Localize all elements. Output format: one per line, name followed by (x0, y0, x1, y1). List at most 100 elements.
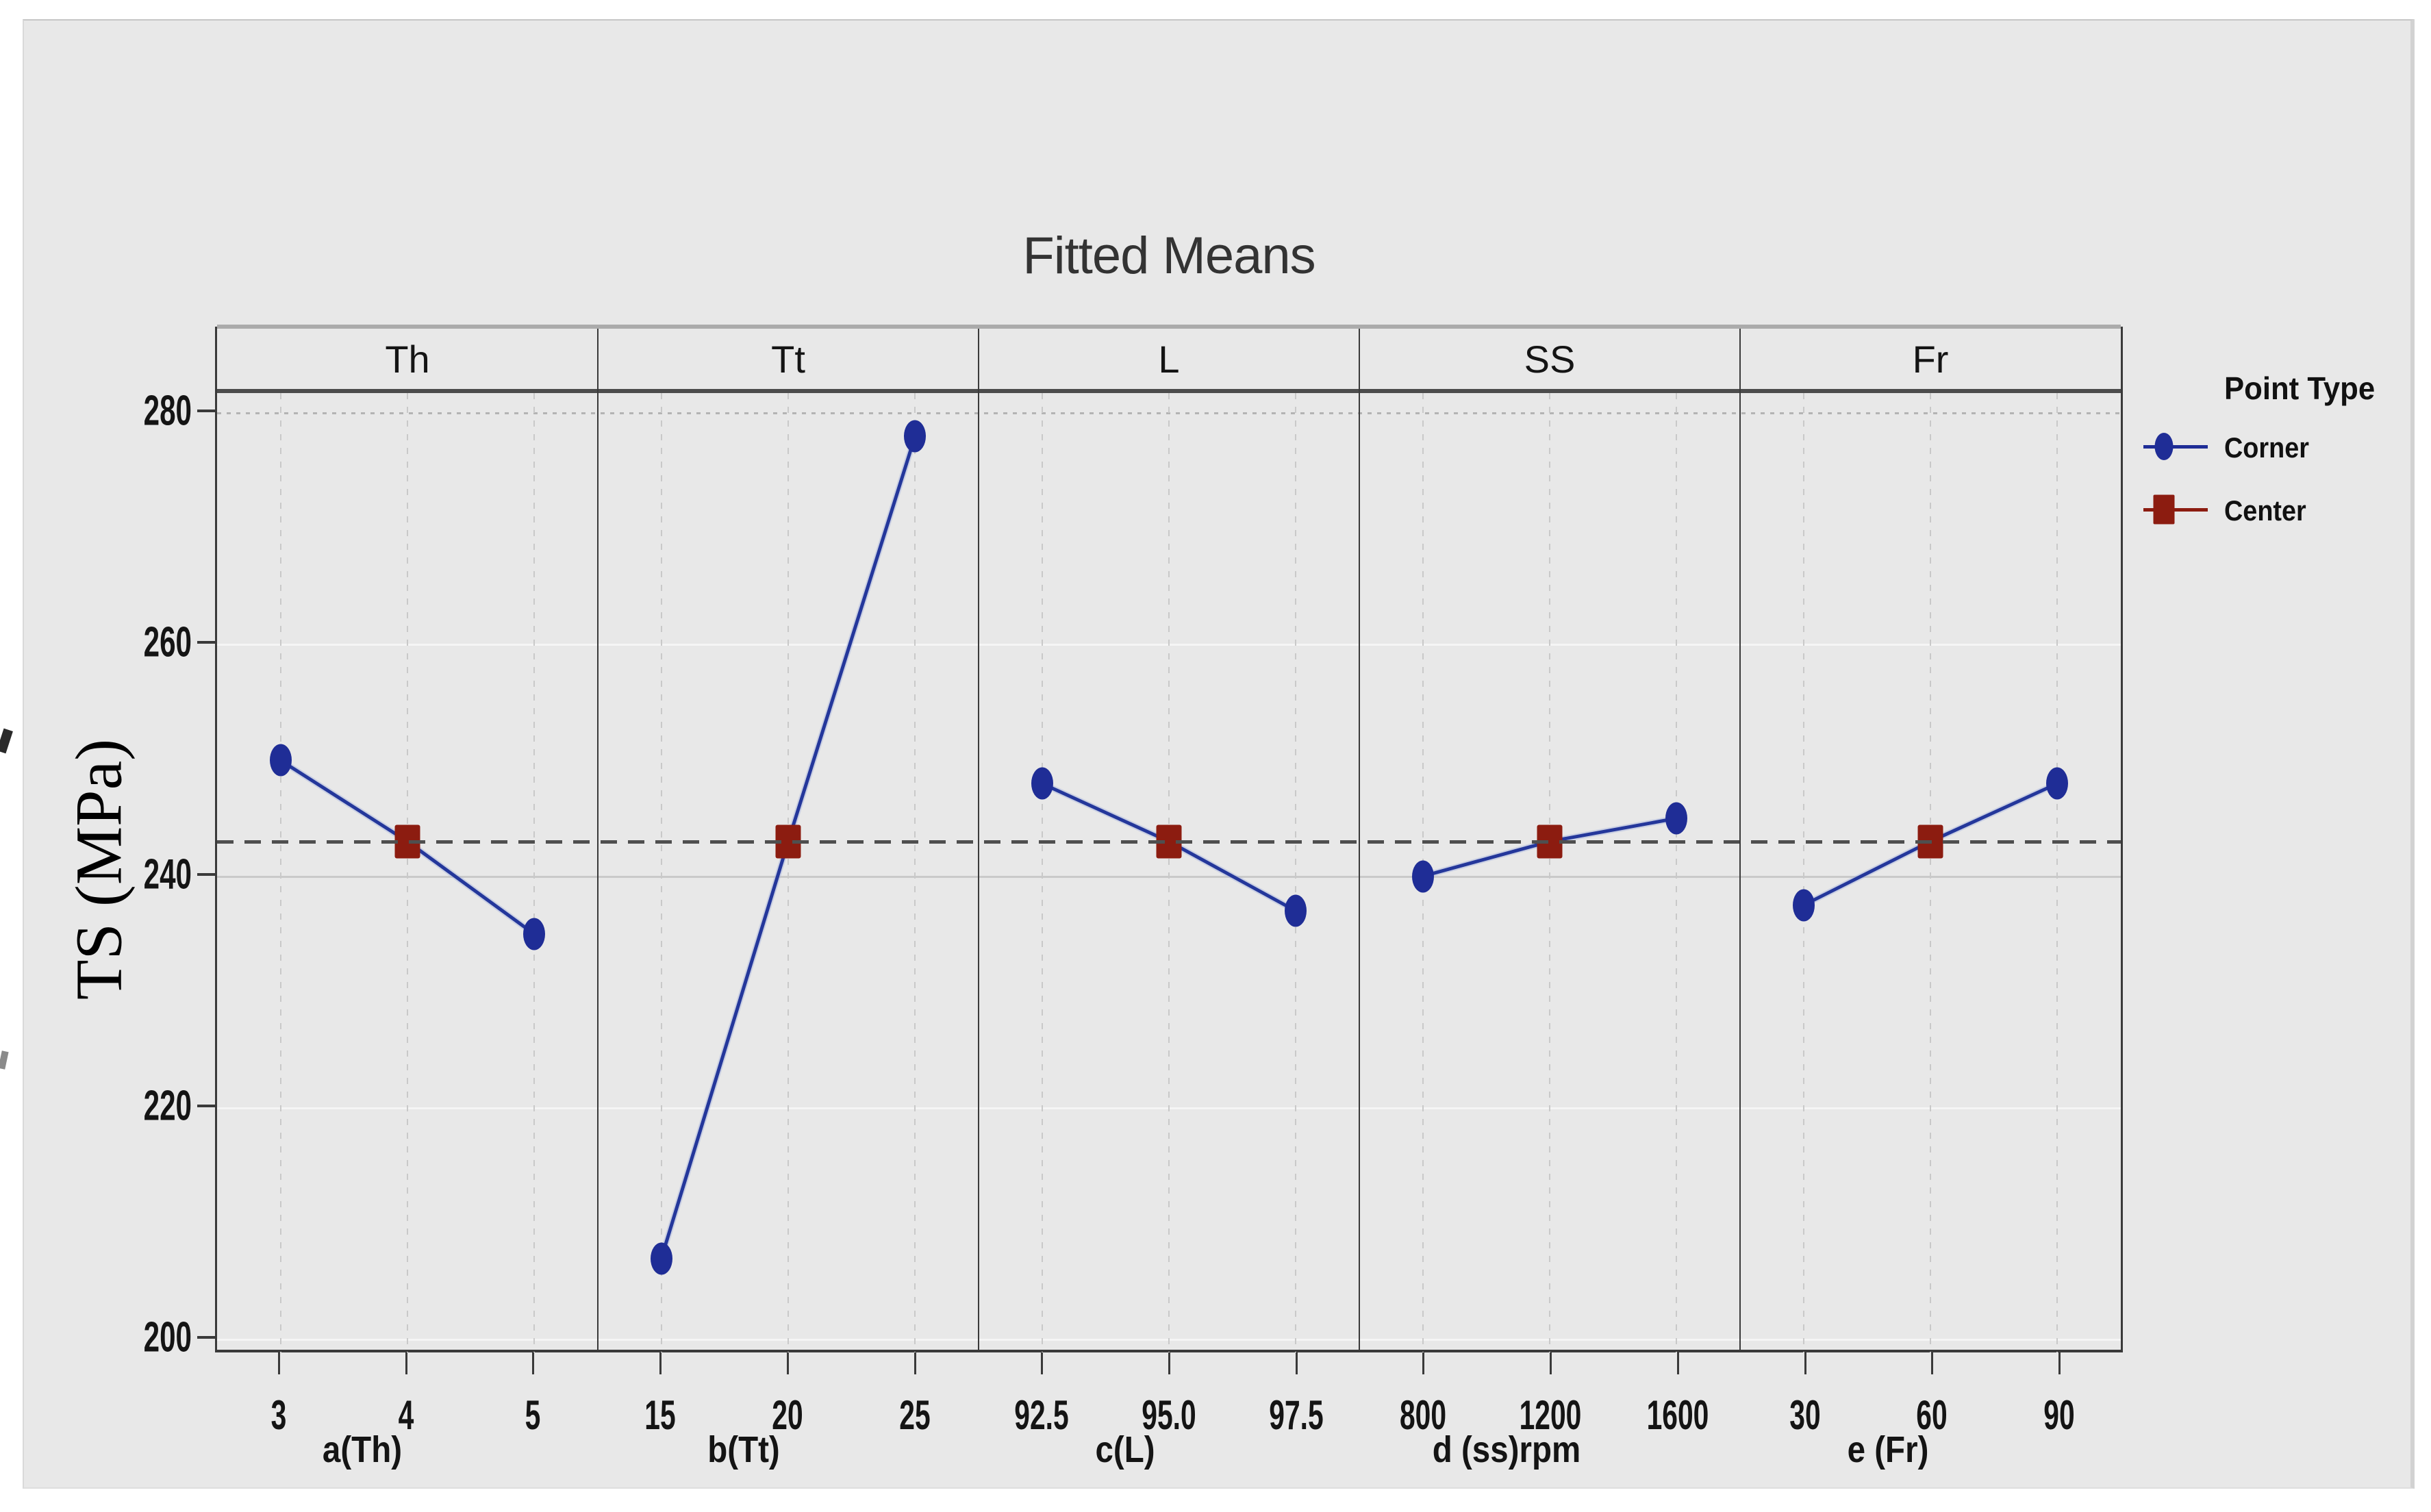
panel-divider (597, 329, 599, 1350)
x-tick-mark (1550, 1352, 1552, 1374)
gridline-x (1041, 393, 1043, 1352)
legend-item-corner: Corner (2137, 426, 2410, 467)
x-tick-mark (2058, 1352, 2061, 1374)
gridline-x (914, 393, 916, 1352)
y-tick-mark (197, 1336, 215, 1339)
series-line-tt (598, 393, 979, 1352)
x-tick-label: 800 (1400, 1392, 1447, 1438)
corner-point-marker (650, 1242, 672, 1275)
x-tick-label: 1200 (1519, 1392, 1582, 1438)
x-tick-label: 1600 (1646, 1392, 1709, 1438)
reference-line (217, 840, 2121, 844)
x-axis-factor-label: e (Fr) (1847, 1429, 1929, 1470)
gridline-x (1295, 393, 1297, 1352)
gridline-x (1930, 393, 1931, 1352)
x-tick-label: 3 (270, 1392, 287, 1438)
legend-title: Point Type (2224, 370, 2376, 406)
gridline-x (407, 393, 408, 1352)
panel-divider (978, 329, 979, 1350)
x-tick-mark (914, 1352, 916, 1374)
corner-point-marker (1411, 860, 1434, 893)
corner-point-marker (1285, 894, 1307, 927)
x-tick-mark (1804, 1352, 1806, 1374)
corner-point-marker (523, 918, 546, 950)
plot-region (217, 393, 2121, 1352)
gridline-x (660, 393, 662, 1352)
gridline-x (788, 393, 789, 1352)
panel-header-tt: Tt (771, 337, 805, 381)
gridline-x (1549, 393, 1550, 1352)
x-tick-mark (1422, 1352, 1425, 1374)
y-tick-mark (197, 872, 215, 876)
x-tick-label: 4 (398, 1392, 414, 1438)
figure-canvas (0, 19, 2415, 1489)
x-tick-mark (1931, 1352, 1934, 1374)
x-tick-label: 30 (1789, 1392, 1821, 1438)
scan-artifact (0, 728, 13, 754)
y-tick-label: 200 (143, 1313, 192, 1361)
scan-artifact (0, 1050, 9, 1070)
x-tick-label: 5 (525, 1392, 541, 1438)
corner-point-marker (1031, 767, 1053, 800)
y-tick-label: 240 (143, 850, 192, 898)
corner-line-swatch (2143, 445, 2208, 449)
panel-header-row: Th Tt L SS Fr (217, 329, 2121, 393)
corner-point-marker (904, 420, 927, 453)
x-tick-mark (786, 1352, 789, 1374)
corner-point-marker (269, 744, 292, 777)
gridline-x (1168, 393, 1170, 1352)
gridline-x (279, 393, 281, 1352)
x-tick-mark (659, 1352, 662, 1374)
x-tick-mark (1041, 1352, 1044, 1374)
y-tick-label: 280 (143, 387, 192, 435)
x-tick-label: 60 (1916, 1392, 1948, 1438)
gridline-x (1676, 393, 1678, 1352)
legend-item-center: Center (2137, 489, 2410, 530)
x-axis-factor-label: a(Th) (322, 1429, 402, 1470)
x-tick-label: 95.0 (1142, 1392, 1196, 1438)
series-line-th (217, 393, 598, 1352)
gridline-x (533, 393, 536, 1352)
gridline-x (1802, 393, 1804, 1352)
x-tick-label: 20 (772, 1392, 803, 1438)
corner-point-marker (2046, 767, 2069, 800)
y-tick-label: 260 (143, 618, 192, 666)
corner-point-marker (1665, 802, 1688, 835)
x-tick-mark (1676, 1352, 1679, 1374)
series-line-fr (1740, 393, 2121, 1352)
x-axis-factor-label: b(Tt) (707, 1429, 780, 1470)
panel-header-fr: Fr (1912, 337, 1949, 381)
x-tick-label: 92.5 (1014, 1392, 1069, 1438)
x-tick-mark (1295, 1352, 1298, 1374)
legend-item-label: Center (2224, 494, 2306, 527)
panel-header-th: Th (385, 337, 430, 381)
x-tick-label: 15 (644, 1392, 676, 1438)
y-tick-mark (197, 1104, 215, 1107)
x-tick-mark (277, 1352, 280, 1374)
legend-item-label: Corner (2224, 431, 2309, 464)
panel-header-l: L (1158, 337, 1180, 381)
x-tick-mark (1168, 1352, 1170, 1374)
x-axis-factor-label: d (ss)rpm (1432, 1429, 1581, 1470)
center-line-swatch (2143, 508, 2208, 512)
panel-header-ss: SS (1524, 337, 1576, 381)
panels-frame: Th Tt L SS Fr (215, 327, 2123, 1352)
gridline-x (2056, 393, 2058, 1352)
y-tick-mark (197, 641, 215, 644)
x-tick-label: 25 (898, 1392, 931, 1438)
x-axis-factor-label: c(L) (1095, 1429, 1155, 1470)
x-tick-label: 90 (2043, 1392, 2075, 1438)
chart-title: Fitted Means (1022, 227, 1315, 285)
corner-diamond-icon (2154, 433, 2174, 460)
panel-divider (1359, 329, 1360, 1350)
x-tick-mark (532, 1352, 535, 1374)
y-tick-mark (197, 409, 215, 412)
panel-divider (1739, 329, 1741, 1350)
x-tick-label: 97.5 (1269, 1392, 1324, 1438)
corner-point-marker (1792, 889, 1815, 922)
x-tick-mark (405, 1352, 407, 1374)
series-line-l (979, 393, 1359, 1352)
center-square-icon (2153, 494, 2175, 525)
y-tick-label: 220 (143, 1082, 192, 1130)
